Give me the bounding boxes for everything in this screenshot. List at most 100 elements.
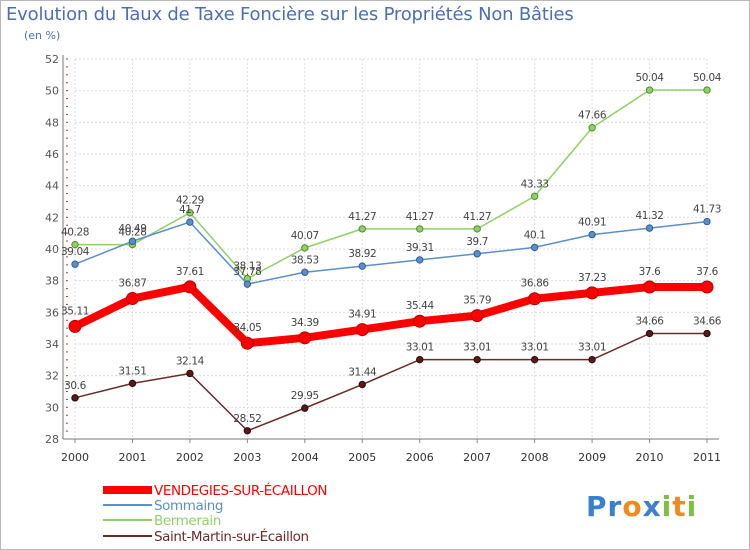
data-point: [528, 292, 542, 306]
y-tick-label: 30: [45, 401, 59, 414]
data-label: 33.01: [406, 342, 434, 354]
data-point: [186, 209, 194, 217]
data-label: 39.31: [406, 242, 434, 254]
data-label: 36.86: [521, 278, 550, 290]
y-tick-label: 48: [45, 116, 59, 129]
data-point: [71, 260, 79, 268]
y-tick-label: 38: [45, 275, 59, 288]
data-point: [588, 355, 596, 364]
data-label: 50.04: [636, 72, 665, 84]
data-point: [243, 280, 252, 288]
logo-letter: i: [686, 490, 698, 523]
data-point: [585, 286, 599, 300]
x-tick-label: 2000: [61, 451, 89, 464]
data-point: [186, 218, 194, 226]
data-point: [530, 355, 539, 364]
data-label: 37.61: [176, 266, 204, 278]
x-tick-label: 2009: [578, 451, 606, 464]
y-tick-label: 52: [45, 53, 59, 66]
x-tick-label: 2011: [693, 451, 721, 464]
x-tick-label: 2010: [636, 451, 664, 464]
data-label: 37.78: [233, 266, 261, 278]
data-label: 47.66: [578, 110, 607, 122]
series-line-1: [74, 220, 708, 285]
data-label: 41.7: [179, 204, 201, 216]
data-point: [125, 292, 139, 306]
data-label: 39.04: [61, 246, 90, 258]
unit-label: (en %): [24, 29, 61, 42]
x-tick-label: 2003: [233, 451, 261, 464]
data-point: [473, 225, 481, 233]
y-tick-label: 32: [45, 370, 59, 383]
data-point: [183, 280, 197, 294]
data-point: [588, 230, 596, 239]
data-point: [243, 427, 252, 435]
series-line-2: [74, 89, 708, 280]
data-label: 34.39: [291, 317, 319, 329]
data-label: 33.01: [463, 342, 491, 354]
series-line-0: [71, 282, 711, 348]
data-point: [416, 256, 424, 264]
logo-letter: o: [622, 490, 643, 523]
chart-title: Evolution du Taux de Taxe Foncière sur l…: [6, 4, 574, 25]
data-label: 43.33: [521, 178, 549, 190]
data-label: 36.87: [118, 278, 146, 290]
series-group: [68, 86, 714, 435]
x-tick-label: 2007: [463, 451, 491, 464]
data-point: [473, 250, 481, 258]
data-point: [588, 124, 596, 132]
data-label: 41.27: [406, 211, 434, 223]
y-tick-label: 28: [45, 433, 59, 446]
data-point: [301, 404, 309, 412]
data-label: 34.66: [693, 316, 722, 328]
data-label: 34.66: [636, 316, 665, 328]
data-label: 38.13: [233, 261, 261, 273]
data-point: [703, 329, 711, 338]
data-point: [128, 237, 137, 245]
data-point: [71, 394, 79, 402]
data-point: [71, 240, 79, 249]
x-tick-label: 2005: [348, 451, 376, 464]
data-point: [298, 331, 312, 345]
y-tick-label: 46: [45, 148, 59, 161]
data-point: [358, 225, 366, 233]
data-label: 40.1: [524, 229, 546, 241]
x-tick-label: 2008: [521, 451, 549, 464]
data-point: [301, 268, 309, 276]
y-tick-label: 36: [45, 306, 59, 319]
data-point: [358, 262, 366, 270]
x-tick-label: 2004: [291, 451, 319, 464]
x-tick-label: 2001: [118, 451, 146, 464]
logo-letter: P: [586, 490, 608, 523]
data-point: [703, 86, 711, 94]
data-point: [128, 379, 137, 388]
data-label: 35.79: [463, 295, 491, 307]
data-label: 40.49: [118, 223, 146, 235]
data-label: 34.05: [233, 322, 261, 334]
logo-letter: r: [607, 490, 623, 523]
proxiti-logo: Proxiti: [586, 490, 697, 523]
data-label: 40.28: [61, 227, 89, 239]
y-tick-label: 34: [45, 338, 59, 351]
data-label: 29.95: [291, 390, 319, 402]
data-point: [470, 309, 484, 323]
grid: [74, 58, 708, 440]
data-label: 35.44: [406, 300, 435, 312]
data-label: 40.07: [291, 230, 319, 242]
y-tick-label: 42: [45, 211, 59, 224]
logo-letter: t: [672, 490, 687, 523]
data-label: 37.6: [639, 266, 661, 278]
data-label: 28.52: [233, 413, 261, 425]
data-point: [416, 225, 424, 233]
legend-label-1: Sommaing: [154, 498, 223, 514]
data-labels: 35.11 36.87 37.61 34.05 34.39 34.91 35.44 35.79…: [61, 72, 722, 425]
data-label: 32.14: [176, 355, 205, 367]
data-point: [416, 355, 424, 364]
data-label: 38.92: [348, 248, 376, 260]
y-tick-label: 40: [45, 243, 59, 256]
data-point: [645, 329, 654, 338]
data-point: [240, 336, 254, 350]
data-point: [700, 280, 714, 294]
data-label: 41.73: [693, 204, 721, 216]
